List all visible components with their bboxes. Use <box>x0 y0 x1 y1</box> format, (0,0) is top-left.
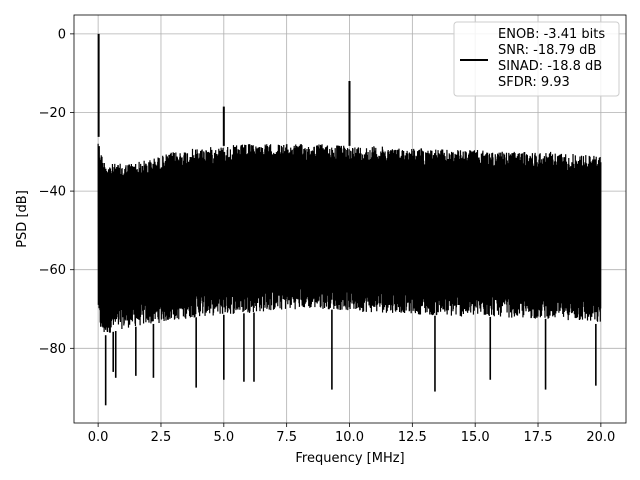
y-tick-label: 0 <box>58 27 66 42</box>
legend: ENOB: -3.41 bits SNR: -18.79 dB SINAD: -… <box>453 21 620 97</box>
psd-noise-trace <box>97 143 602 333</box>
y-axis-label: PSD [dB] <box>15 190 30 248</box>
series-line <box>97 33 602 406</box>
legend-box <box>453 21 620 97</box>
x-axis-ticks: 0.0 2.5 5.0 7.5 10.0 12.5 15.0 17.5 20.0 <box>88 423 615 445</box>
x-tick-label: 0.0 <box>88 430 109 445</box>
x-axis-label: Frequency [MHz] <box>295 451 404 466</box>
x-tick-label: 12.5 <box>398 430 427 445</box>
plot-frame <box>73 14 627 424</box>
y-axis-ticks: 0 −20 −40 −60 −80 <box>39 27 74 357</box>
x-tick-label: 17.5 <box>524 430 553 445</box>
x-tick-label: 2.5 <box>151 430 172 445</box>
x-tick-label: 5.0 <box>213 430 234 445</box>
y-tick-label: −60 <box>39 263 66 278</box>
legend-sfdr-text: SFDR: 9.93 <box>498 75 570 90</box>
x-tick-label: 10.0 <box>335 430 364 445</box>
x-tick-label: 7.5 <box>276 430 297 445</box>
y-tick-label: −20 <box>39 106 66 121</box>
x-tick-label: 15.0 <box>461 430 490 445</box>
legend-sinad-text: SINAD: -18.8 dB <box>498 59 602 74</box>
x-tick-label: 20.0 <box>586 430 615 445</box>
legend-enob-text: ENOB: -3.41 bits <box>498 27 605 42</box>
legend-snr-text: SNR: -18.79 dB <box>498 43 596 58</box>
y-tick-label: −40 <box>39 185 66 200</box>
y-tick-label: −80 <box>39 342 66 357</box>
